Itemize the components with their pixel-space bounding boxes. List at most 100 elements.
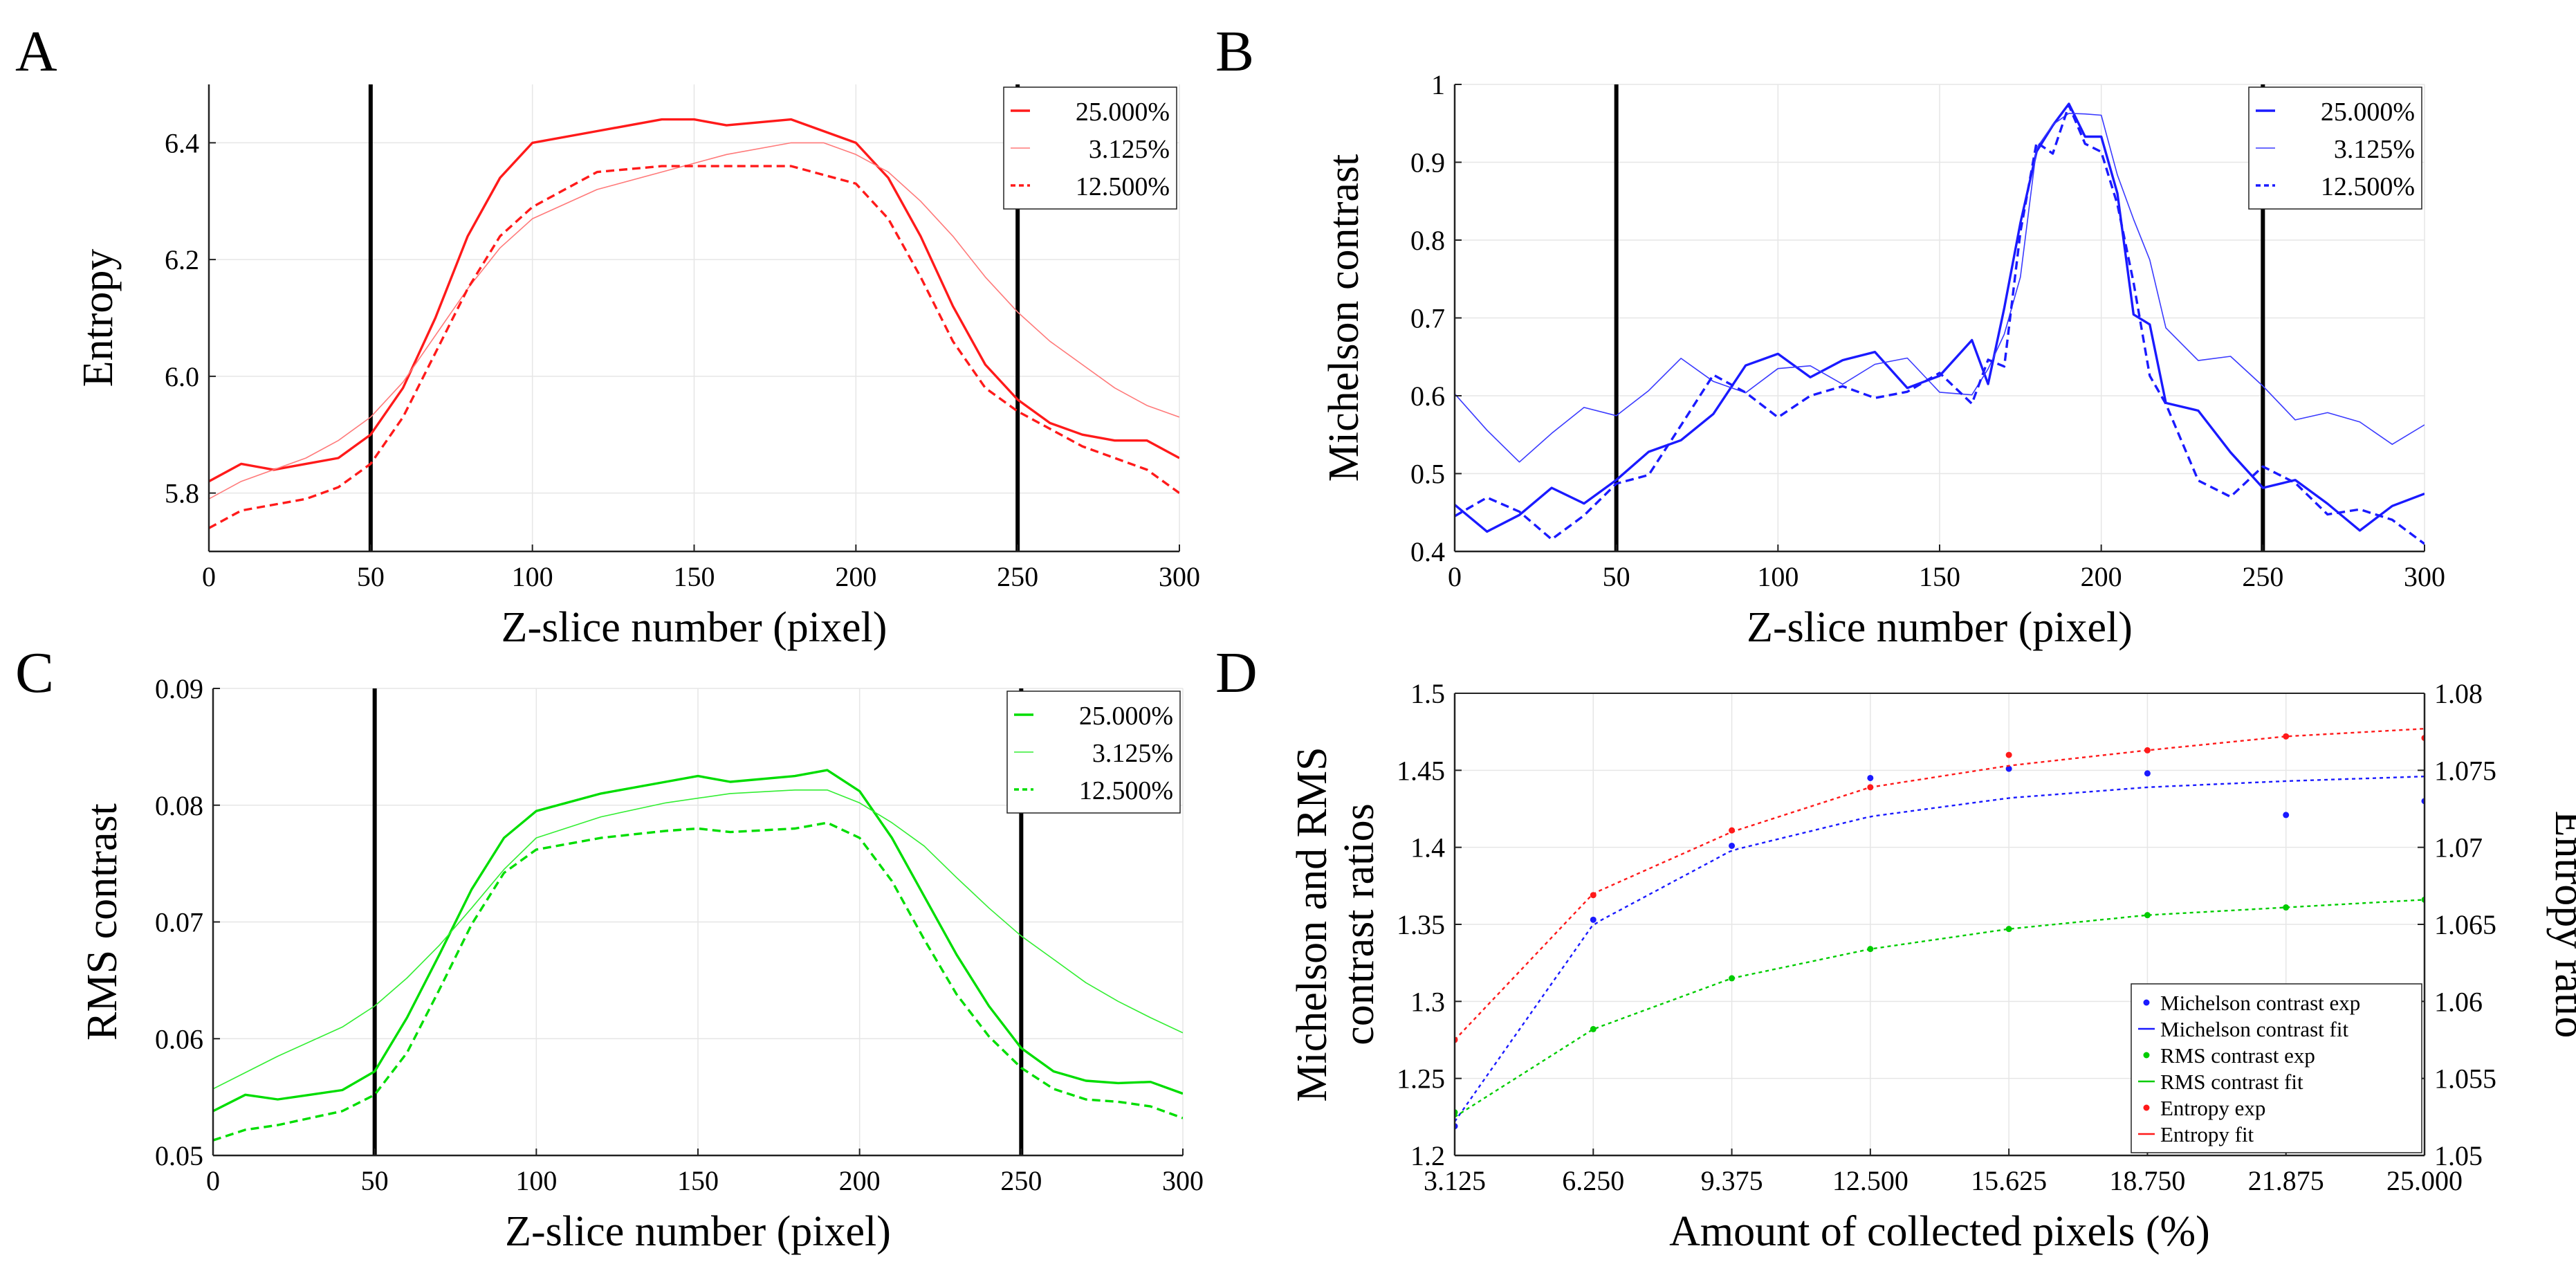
legend: 25.000% 3.125% 12.500% — [2248, 86, 2422, 210]
y-tick-label-right: 1.07 — [2434, 832, 2483, 863]
data-point — [1729, 842, 1736, 849]
legend-swatch — [2143, 1104, 2150, 1111]
legend-label: RMS contrast exp — [2160, 1043, 2315, 1068]
x-tick-label: 250 — [997, 561, 1038, 592]
x-tick-label: 9.375 — [1701, 1165, 1763, 1196]
series-3-125-line — [1455, 113, 2425, 463]
y-tick-label-right: 1.06 — [2434, 986, 2483, 1017]
data-point — [2144, 912, 2151, 919]
x-tick-label: 0 — [202, 561, 216, 592]
y-tick-label-right: 1.05 — [2434, 1140, 2483, 1171]
y-tick-label: 1.45 — [1397, 755, 1445, 786]
panel-d: D 3.125 6.250 9.375 12.500 15.625 18.750 21.875… — [1215, 641, 2576, 1255]
x-tick-label: 150 — [674, 561, 715, 592]
y-tick-label-right: 1.065 — [2434, 909, 2496, 940]
legend-swatch — [2143, 999, 2150, 1006]
y-tick-label: 1.4 — [1410, 832, 1445, 863]
series-25-000-line — [1455, 102, 2425, 533]
x-tick-label: 100 — [515, 1165, 557, 1196]
y-tick-label: 6.4 — [165, 127, 199, 158]
panel-c: C 0 50 100 150 200 250 300 0.05 0.06 0.07 0.08 0.09 Z… — [15, 641, 1204, 1255]
x-tick-label: 0 — [1448, 561, 1462, 592]
y-tick-label-right: 1.055 — [2434, 1063, 2496, 1095]
legend-label: Michelson contrast fit — [2160, 1017, 2348, 1041]
data-point — [2144, 770, 2151, 777]
panel-b: B 0 50 100 150 200 250 300 0.4 0.5 0.6 0.7 0.8 0.9 1 Z-… — [1215, 19, 2445, 651]
plot-area — [213, 769, 1183, 1142]
y-axis-title-line2: contrast ratios — [1336, 803, 1383, 1045]
x-tick-label: 200 — [2081, 561, 2122, 592]
data-point — [1590, 916, 1597, 923]
panel-label: B — [1215, 19, 1254, 84]
y-tick-label: 6.2 — [165, 244, 199, 275]
y-tick-label: 1.2 — [1410, 1140, 1445, 1171]
y-tick-label-right: 1.08 — [2434, 678, 2483, 709]
legend-swatch — [2143, 1052, 2150, 1059]
data-point — [2005, 751, 2012, 758]
x-tick-label: 250 — [2242, 561, 2283, 592]
series-12-500-line — [213, 821, 1183, 1142]
panel-label: D — [1215, 641, 1258, 705]
x-tick-label: 250 — [1000, 1165, 1042, 1196]
x-tick-label: 300 — [2404, 561, 2445, 592]
y-axis-title-right: Entropy ratio — [2546, 811, 2576, 1039]
data-point — [2283, 733, 2290, 740]
data-point — [2283, 904, 2290, 911]
x-tick-label: 100 — [1757, 561, 1798, 592]
x-axis-title: Amount of collected pixels (%) — [1669, 1208, 2210, 1255]
data-point — [1867, 774, 1874, 781]
y-tick-label: 1.5 — [1410, 678, 1445, 709]
series-rms-contrast-fit-line — [1455, 899, 2425, 1118]
y-axis-title: RMS contrast — [79, 803, 126, 1041]
series-25-000-line — [209, 118, 1179, 483]
legend-label: RMS contrast fit — [2160, 1070, 2303, 1094]
legend-label: Entropy exp — [2160, 1096, 2265, 1120]
y-tick-label: 1.25 — [1397, 1063, 1445, 1095]
y-tick-label: 0.08 — [155, 790, 203, 821]
panel-label: A — [15, 19, 57, 84]
x-tick-label: 25.000 — [2386, 1165, 2463, 1196]
legend-label: 25.000% — [1079, 702, 1173, 731]
x-tick-label: 18.750 — [2109, 1165, 2185, 1196]
x-tick-label: 300 — [1159, 561, 1200, 592]
y-tick-label: 5.8 — [165, 478, 199, 509]
x-tick-label: 300 — [1162, 1165, 1204, 1196]
series-3-125-line — [209, 142, 1179, 500]
legend: 25.000% 3.125% 12.500% — [1003, 86, 1177, 210]
plot-area — [1455, 102, 2425, 545]
legend-label: 12.500% — [2321, 172, 2415, 201]
legend-label: 3.125% — [1089, 135, 1170, 164]
y-tick-label: 0.8 — [1410, 225, 1445, 256]
x-axis-title: Z-slice number (pixel) — [1747, 604, 2133, 651]
y-tick-label: 0.6 — [1410, 381, 1445, 412]
x-axis-title: Z-slice number (pixel) — [505, 1208, 891, 1255]
y-tick-label: 0.5 — [1410, 459, 1445, 490]
y-tick-label: 0.7 — [1410, 303, 1445, 334]
legend-label: 25.000% — [2321, 98, 2415, 127]
x-axis-title: Z-slice number (pixel) — [502, 604, 887, 651]
x-tick-label: 21.875 — [2248, 1165, 2324, 1196]
y-tick-label: 0.09 — [155, 673, 203, 704]
legend-label: Entropy fit — [2160, 1122, 2254, 1146]
x-tick-label: 6.250 — [1562, 1165, 1624, 1196]
x-tick-label: 12.500 — [1832, 1165, 1908, 1196]
legend-box — [1006, 691, 1181, 814]
y-axis-title: Michelson contrast — [1321, 154, 1368, 482]
y-tick-label: 0.9 — [1410, 147, 1445, 179]
data-point — [2005, 926, 2012, 933]
y-tick-label: 0.07 — [155, 907, 203, 938]
plot-area — [209, 118, 1179, 529]
x-tick-label: 50 — [1603, 561, 1630, 592]
x-tick-label: 50 — [361, 1165, 389, 1196]
x-tick-label: 200 — [839, 1165, 881, 1196]
data-point — [2283, 812, 2290, 819]
legend-label: 3.125% — [1092, 739, 1173, 768]
legend-label: Michelson contrast exp — [2160, 991, 2360, 1015]
series-3-125-line — [213, 789, 1183, 1090]
series-michelson-contrast-fit-line — [1455, 776, 2425, 1122]
plot-area — [1455, 728, 2425, 1130]
legend-box — [1003, 86, 1177, 210]
x-tick-label: 3.125 — [1424, 1165, 1486, 1196]
